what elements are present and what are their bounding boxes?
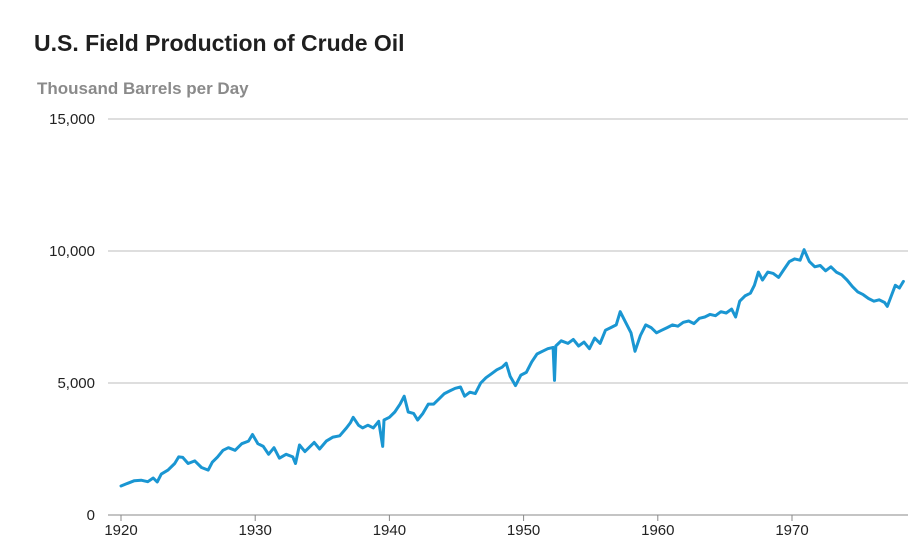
x-tick-label-1920: 1920 bbox=[104, 522, 137, 539]
chart-title: U.S. Field Production of Crude Oil bbox=[34, 30, 405, 56]
series-layer bbox=[119, 248, 905, 488]
chart-subtitle: Thousand Barrels per Day bbox=[37, 79, 249, 98]
x-axis-ticks: 1920 1930 1940 1950 1960 1970 bbox=[104, 514, 908, 539]
grid-lines bbox=[108, 118, 908, 384]
y-tick-label-10000: 10,000 bbox=[49, 243, 95, 260]
y-axis-tick-labels: 0 5,000 10,000 15,000 bbox=[49, 111, 95, 524]
series-line-0 bbox=[119, 248, 905, 488]
x-tick-label-1940: 1940 bbox=[373, 522, 406, 539]
x-tick-label-1950: 1950 bbox=[507, 522, 540, 539]
y-tick-label-5000: 5,000 bbox=[57, 375, 95, 392]
y-tick-label-15000: 15,000 bbox=[49, 111, 95, 128]
y-tick-label-0: 0 bbox=[87, 507, 95, 524]
x-tick-label-1930: 1930 bbox=[239, 522, 272, 539]
x-tick-label-1970: 1970 bbox=[775, 522, 808, 539]
x-tick-label-1960: 1960 bbox=[641, 522, 674, 539]
